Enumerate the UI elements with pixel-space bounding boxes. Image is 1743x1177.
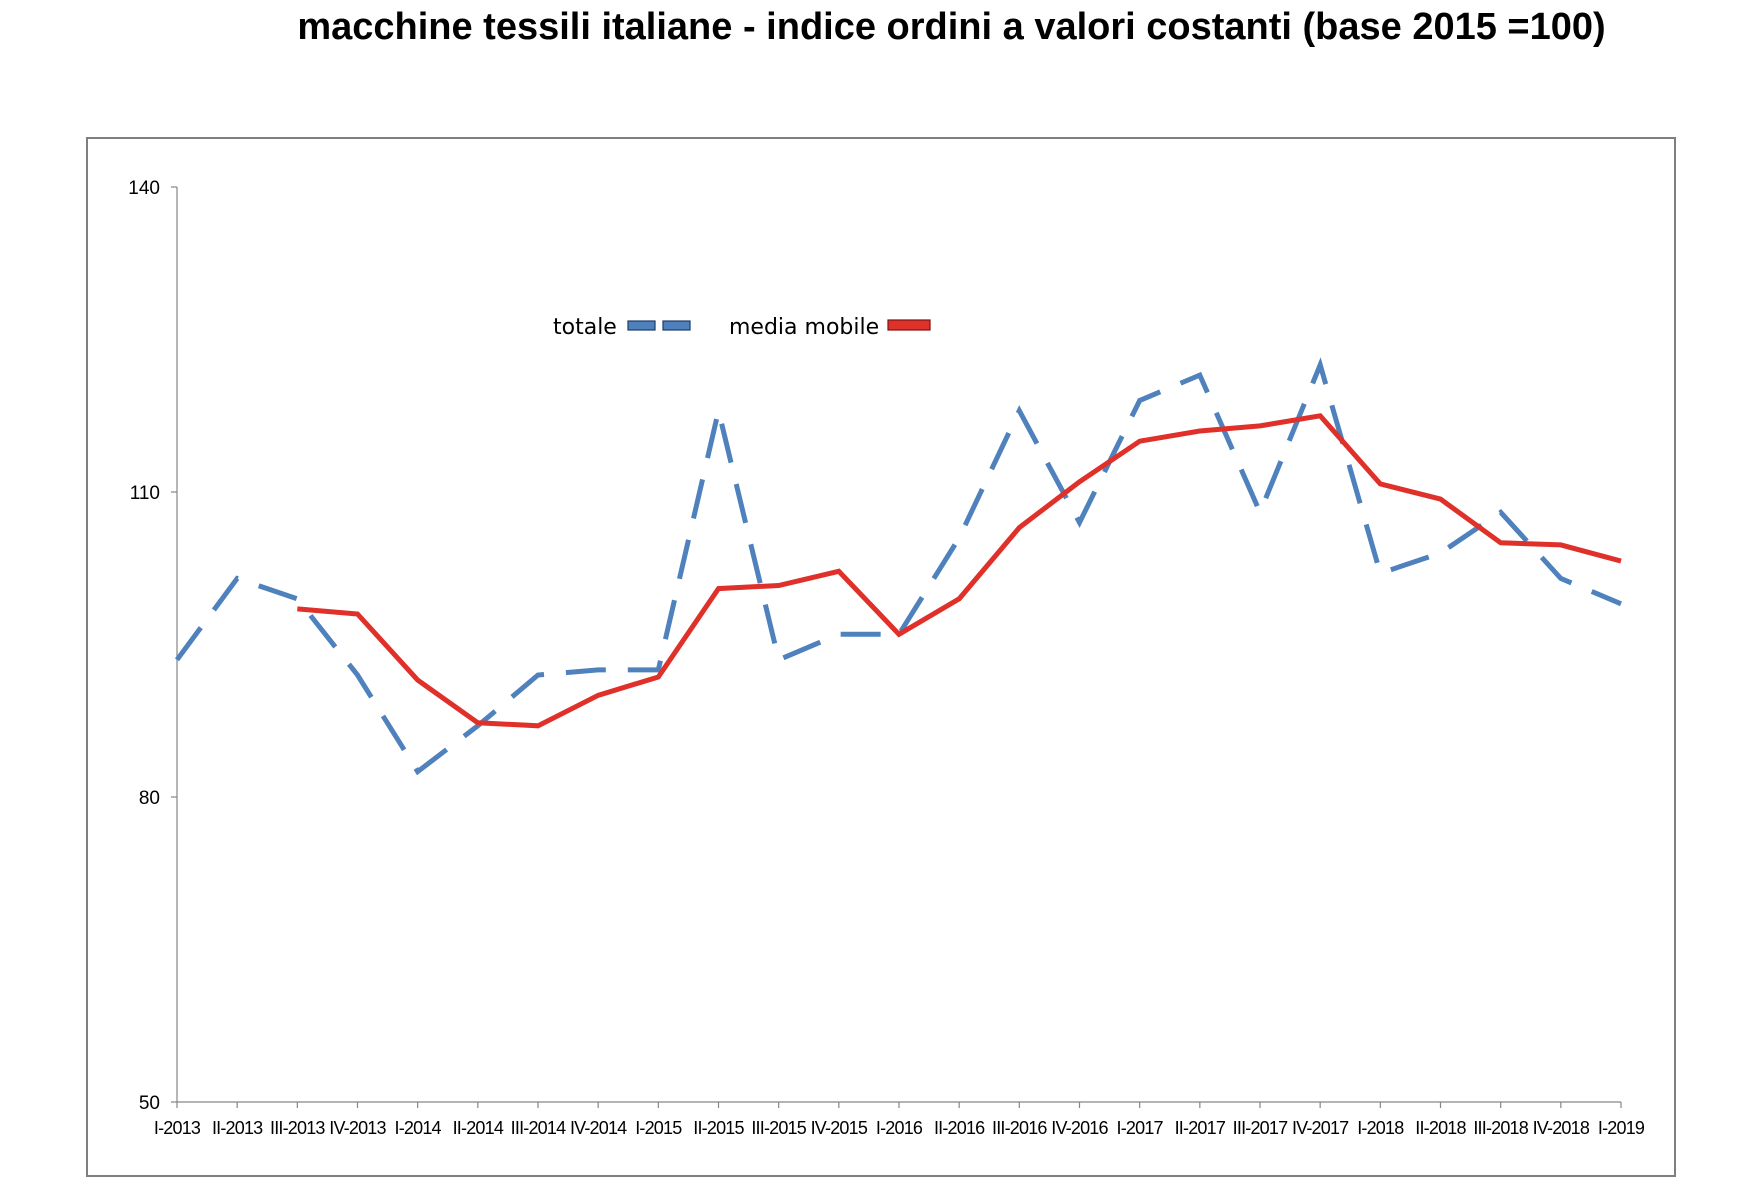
series-line-totale bbox=[174, 357, 1622, 776]
x-tick-label: I-2014 bbox=[395, 1118, 442, 1138]
data-point bbox=[595, 692, 601, 698]
legend-label-totale: totale bbox=[553, 315, 617, 340]
x-tick-label: II-2015 bbox=[693, 1118, 744, 1138]
data-point bbox=[1498, 540, 1504, 546]
data-point bbox=[1438, 496, 1444, 502]
x-tick-label: III-2014 bbox=[511, 1118, 566, 1138]
series-layer bbox=[174, 357, 1624, 776]
data-point bbox=[415, 677, 421, 683]
series-line-media-mobile bbox=[297, 413, 1622, 729]
y-tick-label: 50 bbox=[139, 1093, 160, 1114]
x-tick-label: I-2019 bbox=[1598, 1118, 1645, 1138]
x-tick-label: I-2016 bbox=[876, 1118, 923, 1138]
x-tick-label: IV-2018 bbox=[1533, 1118, 1590, 1138]
data-point bbox=[1137, 438, 1143, 444]
data-point bbox=[1137, 398, 1143, 404]
legend: totale media mobile bbox=[553, 315, 931, 340]
data-point bbox=[234, 575, 240, 581]
x-tick-label: III-2016 bbox=[992, 1118, 1047, 1138]
data-point bbox=[836, 631, 842, 637]
x-tick-label: IV-2017 bbox=[1292, 1118, 1349, 1138]
data-point bbox=[1077, 520, 1083, 526]
x-tick-label: II-2018 bbox=[1415, 1118, 1466, 1138]
data-point bbox=[1197, 428, 1203, 434]
data-point bbox=[1618, 601, 1624, 607]
data-point bbox=[1016, 525, 1022, 531]
data-point bbox=[1197, 372, 1203, 378]
data-point bbox=[1317, 362, 1323, 368]
data-point bbox=[1257, 423, 1263, 429]
data-point bbox=[1077, 479, 1083, 485]
data-point bbox=[1377, 481, 1383, 487]
y-tick-label: 110 bbox=[130, 483, 160, 504]
chart-title: macchine tessili italiane - indice ordin… bbox=[297, 6, 1606, 48]
data-point bbox=[716, 408, 722, 414]
x-tick-label: IV-2013 bbox=[329, 1118, 386, 1138]
legend-label-media-mobile: media mobile bbox=[729, 315, 879, 340]
data-point bbox=[956, 535, 962, 541]
x-tick-label: II-2017 bbox=[1175, 1118, 1226, 1138]
data-point bbox=[355, 672, 361, 678]
data-point bbox=[535, 723, 541, 729]
x-tick-label: II-2016 bbox=[934, 1118, 985, 1138]
x-tick-label: III-2013 bbox=[270, 1118, 325, 1138]
x-tick-label: III-2015 bbox=[751, 1118, 806, 1138]
data-point bbox=[1558, 542, 1564, 548]
y-tick-label: 80 bbox=[139, 788, 160, 809]
data-point bbox=[1498, 509, 1504, 515]
x-tick-label: III-2017 bbox=[1233, 1118, 1288, 1138]
data-point bbox=[595, 667, 601, 673]
legend-swatch-media-mobile bbox=[887, 319, 931, 331]
legend-swatch-totale bbox=[662, 320, 691, 331]
data-point bbox=[174, 657, 180, 663]
x-tick-label: II-2014 bbox=[453, 1118, 504, 1138]
x-tick-label: IV-2015 bbox=[811, 1118, 868, 1138]
data-point bbox=[776, 583, 782, 589]
data-point bbox=[1257, 509, 1263, 515]
legend-swatch-totale bbox=[627, 320, 656, 331]
data-point bbox=[294, 606, 300, 612]
data-point bbox=[294, 596, 300, 602]
chart-frame bbox=[86, 137, 1676, 1177]
x-tick-label: I-2015 bbox=[635, 1118, 682, 1138]
x-tick-label: IV-2014 bbox=[570, 1118, 627, 1138]
data-point bbox=[1438, 550, 1444, 556]
x-tick-label: IV-2016 bbox=[1051, 1118, 1108, 1138]
data-point bbox=[1377, 570, 1383, 576]
data-point bbox=[896, 631, 902, 637]
y-tick-label: 140 bbox=[128, 178, 160, 199]
data-point bbox=[415, 769, 421, 775]
x-tick-label: I-2017 bbox=[1117, 1118, 1164, 1138]
data-point bbox=[655, 674, 661, 680]
x-tick-label: II-2013 bbox=[212, 1118, 263, 1138]
data-point bbox=[355, 611, 361, 617]
data-point bbox=[1618, 558, 1624, 564]
data-point bbox=[776, 657, 782, 663]
data-point bbox=[475, 720, 481, 726]
x-tick-label: III-2018 bbox=[1473, 1118, 1528, 1138]
data-point bbox=[1317, 413, 1323, 419]
data-point bbox=[535, 672, 541, 678]
data-point bbox=[1016, 408, 1022, 414]
x-tick-label: I-2013 bbox=[154, 1118, 201, 1138]
x-tick-label: I-2018 bbox=[1357, 1118, 1404, 1138]
data-point bbox=[956, 596, 962, 602]
data-point bbox=[836, 568, 842, 574]
data-point bbox=[716, 586, 722, 592]
data-point bbox=[1558, 575, 1564, 581]
axes: 50 80 110 140 I-2013 II-2013 III-2013 IV-2013 I-… bbox=[128, 178, 1645, 1138]
